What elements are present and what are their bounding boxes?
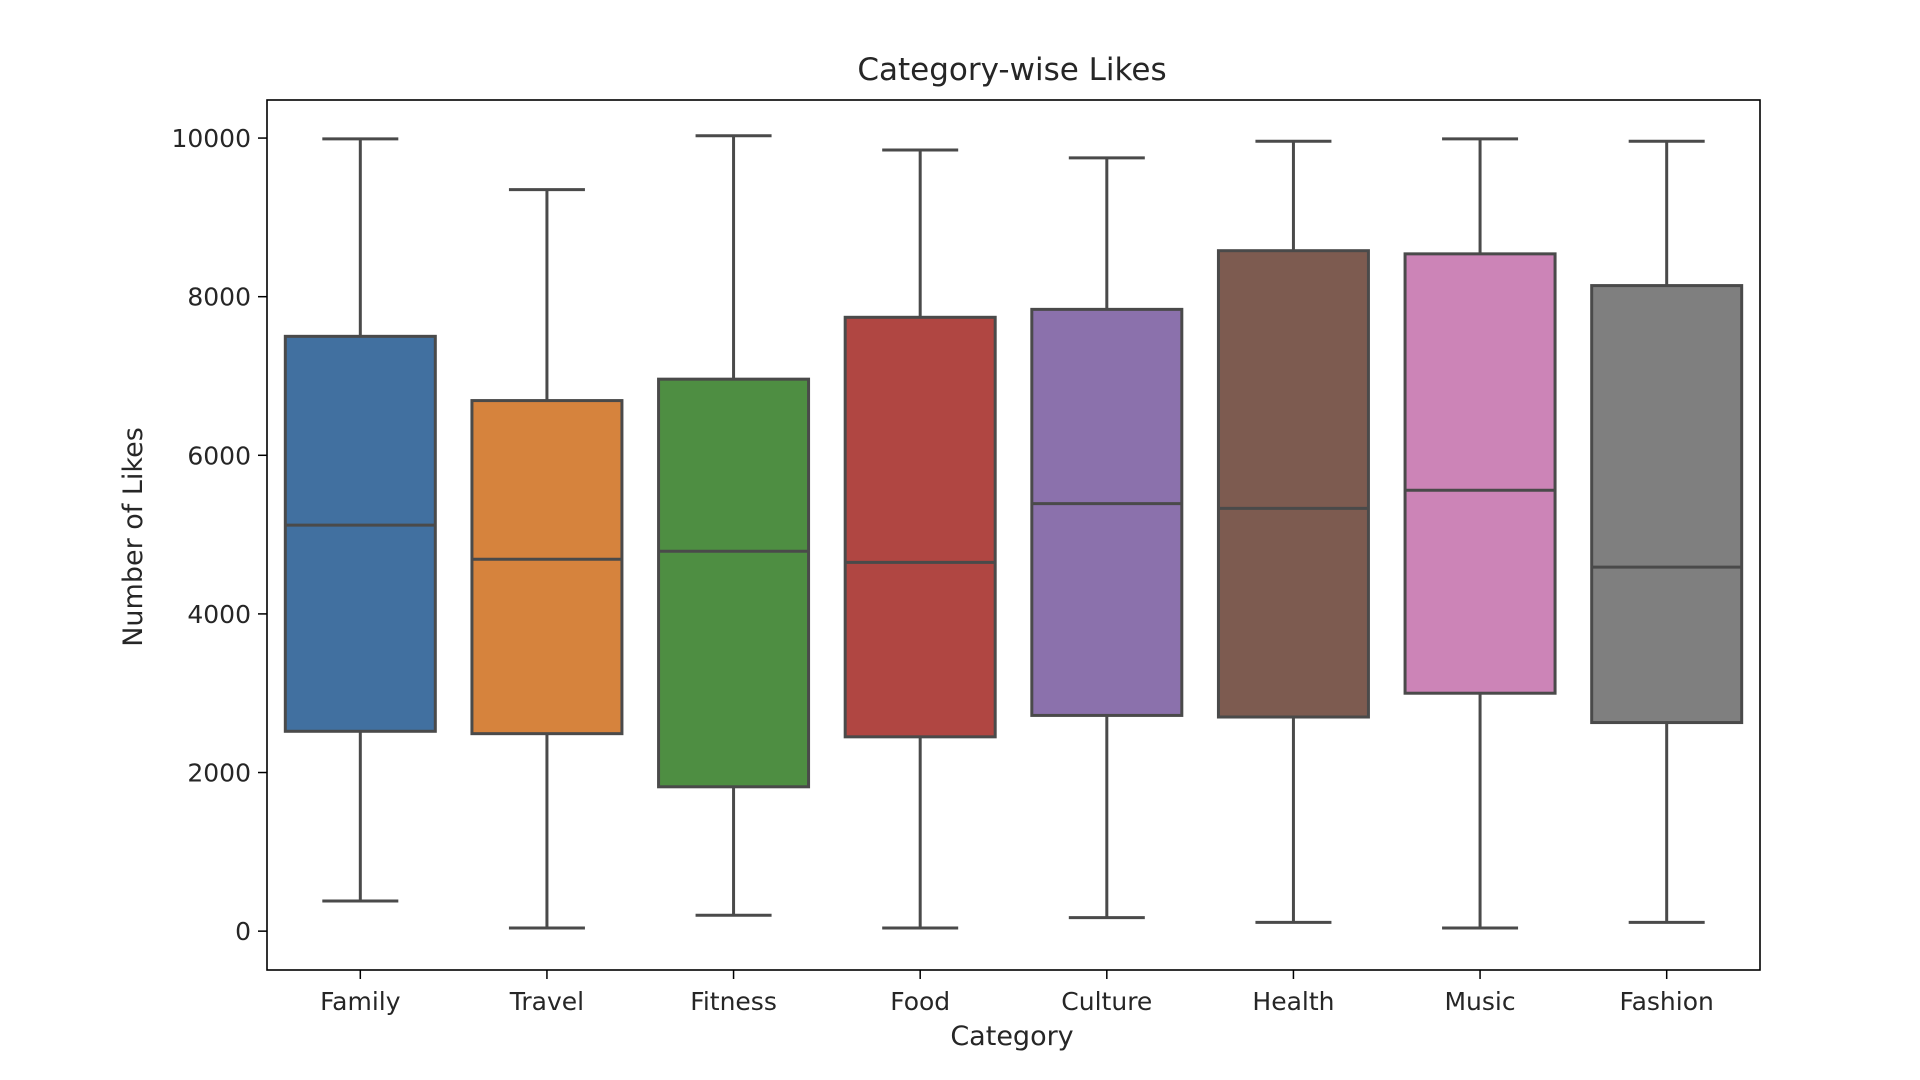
box-fitness: Fitness bbox=[657, 134, 811, 1016]
iqr-box bbox=[1403, 252, 1557, 695]
iqr-box bbox=[1216, 249, 1370, 719]
iqr-box bbox=[657, 377, 811, 789]
box-music: Music bbox=[1403, 137, 1557, 1016]
iqr-box bbox=[1030, 307, 1184, 717]
y-axis-label: Number of Likes bbox=[118, 427, 149, 647]
plot-frame bbox=[266, 99, 1761, 971]
y-tick-label: 2000 bbox=[187, 759, 251, 788]
box-health: Health bbox=[1216, 139, 1370, 1016]
x-tick-label: Travel bbox=[509, 987, 584, 1016]
y-tick-label: 6000 bbox=[187, 441, 251, 470]
box-food: Food bbox=[843, 148, 997, 1016]
iqr-box bbox=[1590, 284, 1744, 725]
x-tick-label: Family bbox=[320, 987, 401, 1016]
iqr-box bbox=[843, 315, 997, 739]
box-family: Family bbox=[283, 137, 437, 1016]
box-fashion: Fashion bbox=[1590, 139, 1744, 1016]
x-tick-label: Music bbox=[1444, 987, 1515, 1016]
iqr-box bbox=[470, 399, 624, 736]
box-travel: Travel bbox=[470, 188, 624, 1016]
y-tick-label: 8000 bbox=[187, 283, 251, 312]
iqr-box bbox=[283, 334, 437, 733]
x-tick-label: Food bbox=[890, 987, 950, 1016]
x-tick-label: Culture bbox=[1061, 987, 1152, 1016]
x-tick-label: Health bbox=[1252, 987, 1334, 1016]
box-culture: Culture bbox=[1030, 156, 1184, 1016]
y-tick-label: 0 bbox=[235, 917, 251, 946]
x-tick-label: Fitness bbox=[690, 987, 777, 1016]
plot-area: 0 2000 4000 6000 8000 10000 Family Travel Fitnes… bbox=[171, 99, 1761, 1016]
x-tick-label: Fashion bbox=[1620, 987, 1714, 1016]
y-tick-label: 10000 bbox=[171, 124, 251, 153]
y-tick-label: 4000 bbox=[187, 600, 251, 629]
x-axis-label: Category bbox=[950, 1021, 1073, 1052]
chart-title: Category-wise Likes bbox=[857, 52, 1166, 88]
